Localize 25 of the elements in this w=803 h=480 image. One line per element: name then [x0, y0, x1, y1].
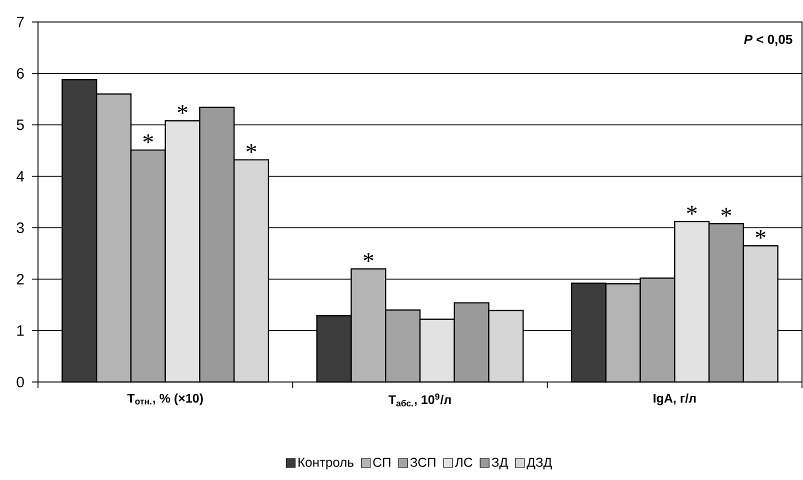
- x-tick-label: Т$_{абс.}$, 10$^{9}$/л: [388, 394, 451, 406]
- y-tick-label: 4: [16, 171, 24, 182]
- legend-label: ЗД: [492, 458, 508, 470]
- annotation: *: [246, 144, 256, 153]
- legend-label: Контроль: [298, 458, 354, 470]
- x-tick-label: Т$_{отн.}$, % (×10): [127, 394, 203, 406]
- legend-label: ЗСП: [410, 458, 436, 467]
- annotation: *: [143, 134, 154, 144]
- legend-label: ДЗД: [526, 458, 552, 470]
- annotation: *: [178, 105, 188, 114]
- y-tick-label: 0: [16, 376, 24, 388]
- y-tick-label: 7: [16, 16, 24, 28]
- legend-label: СП: [373, 458, 390, 467]
- annotation: *: [364, 253, 374, 262]
- annotation: *: [756, 230, 766, 239]
- annotation: *: [721, 208, 732, 217]
- y-tick-label: 5: [16, 120, 24, 130]
- y-tick-label: 1: [17, 325, 24, 336]
- annotation: *: [687, 206, 697, 215]
- y-tick-label: 2: [16, 274, 24, 284]
- y-tick-label: 6: [16, 68, 24, 79]
- legend-label: ЛС: [455, 458, 472, 467]
- x-tick-label: IgA, г/л: [654, 394, 696, 406]
- annotation: P < 0,05: [744, 34, 792, 46]
- y-tick-label: 3: [16, 222, 24, 234]
